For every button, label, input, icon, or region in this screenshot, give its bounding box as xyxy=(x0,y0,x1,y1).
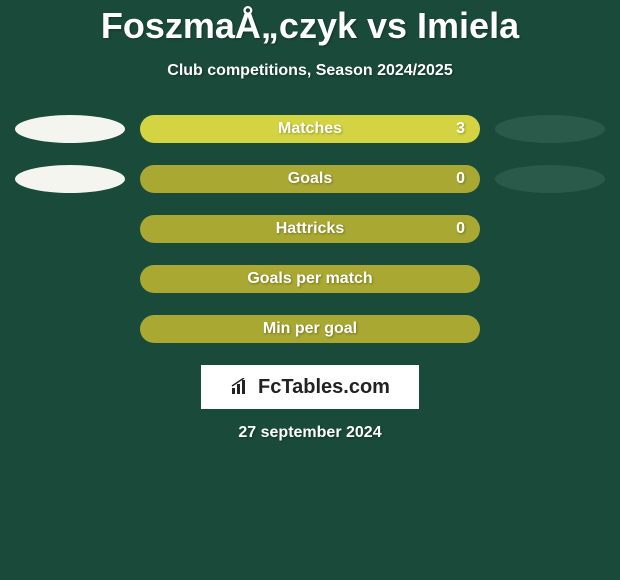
stat-bar: Goals per match xyxy=(140,265,480,293)
stat-row: Goals per match xyxy=(0,265,620,293)
stat-label: Min per goal xyxy=(263,320,357,338)
stat-label: Goals xyxy=(288,170,332,188)
stats-container: Matches 3 Goals 0 Hattricks 0 Goals per match M… xyxy=(0,115,620,343)
stat-label: Hattricks xyxy=(276,220,344,238)
stat-label: Matches xyxy=(278,120,342,138)
left-ellipse xyxy=(15,165,125,193)
brand-logo-text: FcTables.com xyxy=(230,376,390,399)
stat-bar: Min per goal xyxy=(140,315,480,343)
stat-bar: Matches 3 xyxy=(140,115,480,143)
stat-value: 0 xyxy=(456,170,465,188)
main-container: FoszmaÅ„czyk vs Imiela Club competitions… xyxy=(0,0,620,442)
stat-bar: Hattricks 0 xyxy=(140,215,480,243)
chart-icon xyxy=(230,378,252,396)
stat-label: Goals per match xyxy=(247,270,372,288)
stat-row: Min per goal xyxy=(0,315,620,343)
stat-row: Matches 3 xyxy=(0,115,620,143)
page-title: FoszmaÅ„czyk vs Imiela xyxy=(0,5,620,47)
stat-value: 3 xyxy=(456,120,465,138)
left-ellipse xyxy=(15,115,125,143)
right-ellipse xyxy=(495,115,605,143)
stat-value: 0 xyxy=(456,220,465,238)
right-ellipse xyxy=(495,165,605,193)
stat-row: Hattricks 0 xyxy=(0,215,620,243)
brand-logo-box[interactable]: FcTables.com xyxy=(201,365,419,409)
brand-name: FcTables.com xyxy=(258,376,390,399)
date-label: 27 september 2024 xyxy=(0,424,620,442)
subtitle: Club competitions, Season 2024/2025 xyxy=(0,62,620,80)
stat-row: Goals 0 xyxy=(0,165,620,193)
stat-bar: Goals 0 xyxy=(140,165,480,193)
